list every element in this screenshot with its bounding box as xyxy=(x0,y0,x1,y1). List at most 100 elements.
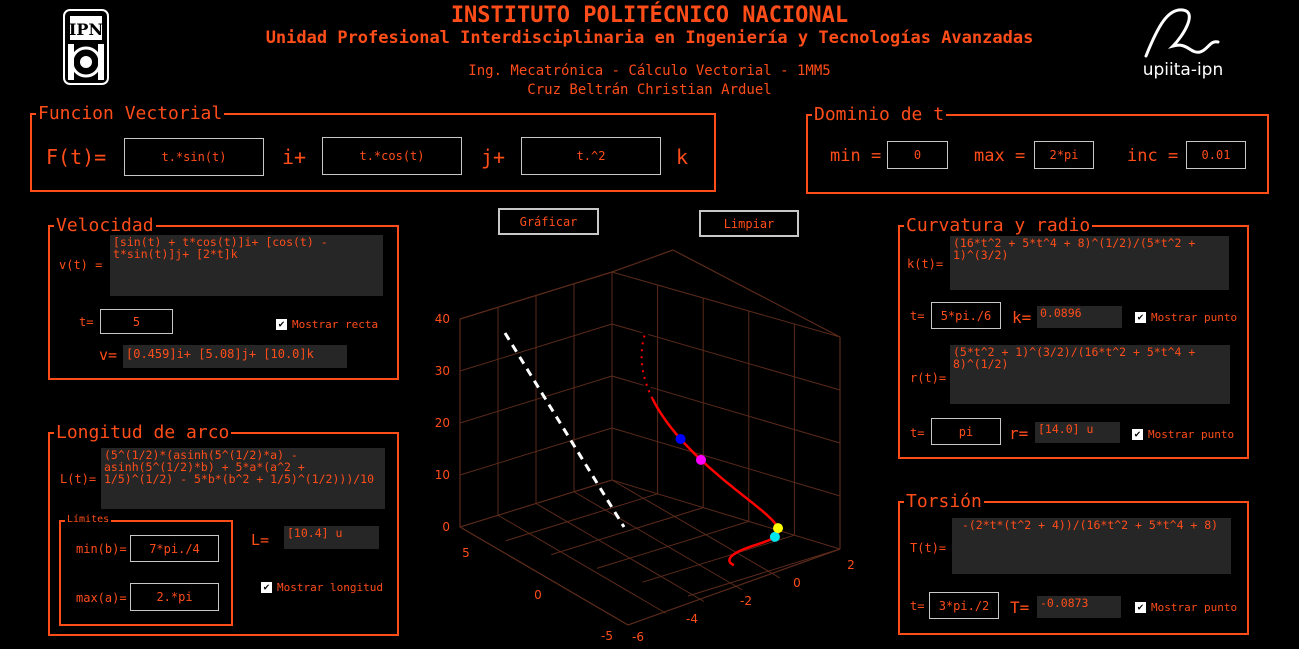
x-tick-label: 0 xyxy=(534,588,542,602)
z-tick-label: 10 xyxy=(435,468,450,482)
y-tick-label: 0 xyxy=(793,576,801,590)
i-label: i+ xyxy=(282,145,307,169)
y-tick-label: -4 xyxy=(686,612,698,626)
graficar-button[interactable]: Gráficar xyxy=(498,208,599,235)
r-expr-label: r(t)= xyxy=(910,371,947,385)
domain-max-input[interactable]: 2*pi xyxy=(1034,141,1094,169)
grid-line xyxy=(611,479,841,550)
k-component-input[interactable]: t.^2 xyxy=(521,137,661,175)
i-component-input[interactable]: t.*sin(t) xyxy=(124,138,264,176)
velocity-result: [0.459]i+ [5.08]j+ [10.0]k xyxy=(123,345,347,368)
torsion-expression: -(2*t*(t^2 + 4))/(16*t^2 + 5*t^4 + 8) xyxy=(952,518,1231,574)
tangent-line xyxy=(503,332,626,528)
arc-length-segment xyxy=(638,330,656,400)
y-tick-label: 2 xyxy=(847,558,855,572)
j-component-input[interactable]: t.*cos(t) xyxy=(322,137,462,175)
box-edge xyxy=(611,249,674,273)
z-tick-label: 0 xyxy=(442,520,450,534)
curve-group xyxy=(503,330,783,567)
torsion-result: -0.0873 xyxy=(1037,596,1121,618)
mostrar-punto-k-label: Mostrar punto xyxy=(1151,311,1238,324)
curvature-t-input[interactable]: 5*pi./6 xyxy=(931,302,1001,329)
min-b-label: min(b)= xyxy=(76,542,127,556)
limpiar-button[interactable]: Limpiar xyxy=(699,210,799,237)
min-b-input[interactable]: 7*pi./4 xyxy=(130,535,219,562)
funcion-vectorial-title: Funcion Vectorial xyxy=(36,103,225,124)
torsion-t-input[interactable]: 3*pi./2 xyxy=(929,592,999,619)
max-a-input[interactable]: 2.*pi xyxy=(130,583,219,611)
mostrar-punto-T-label: Mostrar punto xyxy=(1151,601,1238,614)
upiita-logo-text: upiita-ipn xyxy=(1142,60,1224,80)
box-edge xyxy=(459,271,613,320)
mostrar-longitud-checkbox[interactable]: ✔ Mostrar longitud xyxy=(261,581,383,594)
ipn-logo: IPN xyxy=(56,8,116,86)
grid-line xyxy=(611,427,841,497)
v-expr-label: v(t) = xyxy=(59,258,103,272)
curvature-point xyxy=(769,531,780,542)
arc-length-result: [10.4] u xyxy=(284,526,379,549)
velocity-expression: [sin(t) + t*cos(t)]i+ [cos(t) - t*sin(t)… xyxy=(110,235,383,296)
longitud-title: Longitud de arco xyxy=(54,422,232,443)
grid-line xyxy=(611,479,781,579)
max-label: max = xyxy=(974,146,1026,166)
arc-length-dots xyxy=(640,330,654,399)
check-icon: ✔ xyxy=(1135,602,1146,613)
mostrar-recta-checkbox[interactable]: ✔ Mostrar recta xyxy=(276,318,378,331)
dominio-title: Dominio de t xyxy=(812,104,947,125)
v-result-label: v= xyxy=(99,346,118,364)
course-line: Ing. Mecatrónica - Cálculo Vectorial - 1… xyxy=(468,63,831,79)
mostrar-longitud-label: Mostrar longitud xyxy=(277,581,383,594)
T-expr-label: T(t)= xyxy=(910,541,947,555)
mostrar-punto-k-checkbox[interactable]: ✔ Mostrar punto xyxy=(1135,311,1237,324)
v-t-label: t= xyxy=(79,315,94,329)
grid-line xyxy=(551,507,704,556)
torsion-point xyxy=(696,454,706,465)
mostrar-recta-label: Mostrar recta xyxy=(292,318,379,331)
inc-label: inc = xyxy=(1127,146,1179,166)
torsion-title: Torsión xyxy=(904,491,984,512)
dominio-panel xyxy=(806,114,1269,194)
max-a-label: max(a)= xyxy=(76,591,127,605)
box-edge xyxy=(672,249,841,338)
app-subtitle: Unidad Profesional Interdisciplinaria en… xyxy=(265,28,1034,48)
curve-line xyxy=(640,333,780,567)
grid-line xyxy=(611,323,841,391)
r-result-label: r= xyxy=(1009,424,1029,443)
domain-min-input[interactable]: 0 xyxy=(887,141,948,169)
domain-inc-input[interactable]: 0.01 xyxy=(1186,141,1246,169)
radius-t-input[interactable]: pi xyxy=(931,418,1001,445)
T-result-label: T= xyxy=(1010,598,1030,617)
k-result-label: k= xyxy=(1012,308,1032,327)
radius-point xyxy=(773,523,783,534)
k-t-label: t= xyxy=(910,309,925,323)
mostrar-punto-r-label: Mostrar punto xyxy=(1148,428,1235,441)
radius-result: [14.0] u xyxy=(1035,422,1120,443)
grid-line xyxy=(687,548,841,597)
velocidad-title: Velocidad xyxy=(54,215,156,236)
funcion-vectorial-panel xyxy=(30,113,716,192)
grid-line xyxy=(642,534,795,583)
grid-line xyxy=(459,479,613,528)
grid-line xyxy=(505,493,658,542)
mostrar-punto-T-checkbox[interactable]: ✔ Mostrar punto xyxy=(1135,601,1237,614)
z-tick-label: 30 xyxy=(435,364,450,378)
L-expr-label: L(t)= xyxy=(60,472,97,486)
r-t-label: t= xyxy=(910,426,925,440)
check-icon: ✔ xyxy=(276,319,287,330)
author-line: Cruz Beltrán Christian Arduel xyxy=(527,82,772,98)
check-icon: ✔ xyxy=(261,582,272,593)
check-icon: ✔ xyxy=(1132,429,1143,440)
check-icon: ✔ xyxy=(1135,312,1146,323)
mostrar-punto-r-checkbox[interactable]: ✔ Mostrar punto xyxy=(1132,428,1234,441)
velocity-t-input[interactable]: 5 xyxy=(100,309,173,334)
radius-expression: (5*t^2 + 1)^(3/2)/(16*t^2 + 5*t^4 + 8)^(… xyxy=(950,345,1230,404)
grid-line xyxy=(535,503,705,602)
k-label: k xyxy=(676,145,689,169)
y-tick-label: -2 xyxy=(740,594,752,608)
k-expr-label: k(t)= xyxy=(907,257,944,271)
f-label: F(t)= xyxy=(46,145,107,169)
limites-panel xyxy=(59,520,233,626)
y-tick-label: -6 xyxy=(632,630,644,644)
arc-length-expression: (5^(1/2)*(asinh(5^(1/2)*a) - asinh(5^(1/… xyxy=(101,448,385,509)
